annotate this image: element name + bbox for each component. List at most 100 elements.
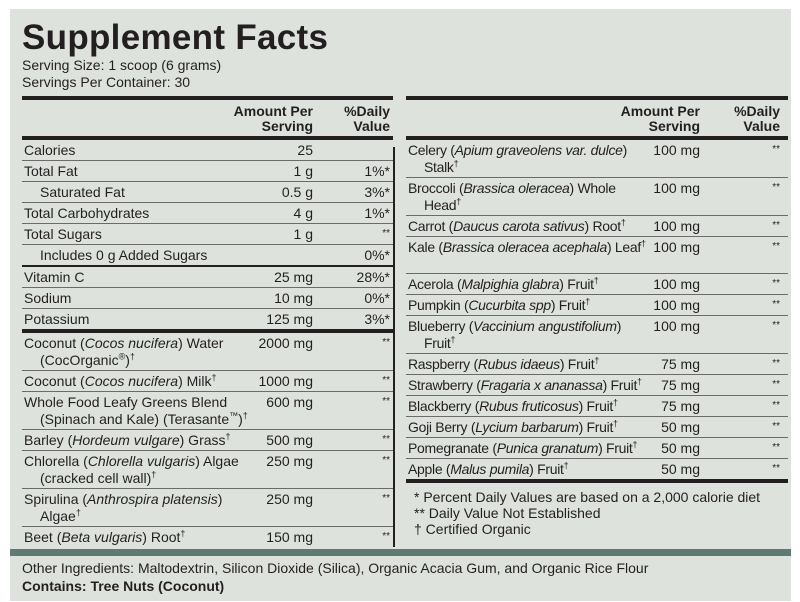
- name-part: Barley (: [24, 432, 73, 448]
- name-part: ) Fruit: [578, 419, 614, 435]
- organic-mark: †: [211, 372, 217, 383]
- name-part: Total Carbohydrates: [24, 205, 150, 221]
- name-part: ) Stalk: [424, 142, 628, 175]
- name-text: Pomegranate (Punica granatum) Fruit†: [408, 440, 652, 457]
- ingredient-name: Blackberry (Rubus fruticosus) Fruit†: [406, 396, 652, 416]
- amount: 100 mg: [653, 142, 700, 158]
- daily-value-header: %Daily Value: [344, 103, 390, 134]
- table-row: Coconut (Cocos nucifera) Water (CocOrgan…: [22, 329, 393, 370]
- divider: [406, 96, 788, 100]
- latin-name: Malus pumila: [450, 461, 530, 477]
- ingredient-name: Total Carbohydrates: [22, 203, 253, 223]
- organic-mark: †: [613, 397, 618, 408]
- column-divider: [393, 147, 395, 547]
- name-part: Calories: [24, 142, 76, 158]
- amount: 1000 mg: [258, 373, 313, 389]
- name-part: Coconut (: [24, 335, 85, 351]
- name-part: Coconut (: [24, 373, 85, 389]
- name-part: ): [125, 352, 130, 368]
- amount: [253, 245, 313, 247]
- name-text: Beet (Beta vulgaris) Root†: [24, 529, 253, 546]
- serving-size: Serving Size: 1 scoop (6 grams): [22, 57, 222, 73]
- daily-value-header: %Daily Value: [734, 103, 780, 134]
- amount: 75 mg: [661, 377, 700, 393]
- table-row: Goji Berry (Lycium barbarum) Fruit† 50 mg…: [406, 416, 788, 437]
- footnote: ** Daily Value Not Established: [414, 505, 601, 521]
- name-part: ) Fruit: [559, 276, 594, 292]
- organic-mark: †: [180, 528, 186, 539]
- name-part: ) Root: [142, 529, 181, 545]
- latin-name: Apium graveolens var. dulce: [454, 142, 623, 158]
- table-row: Chlorella (Chlorella vulgaris) Algae (cr…: [22, 450, 393, 488]
- table-row: Blackberry (Rubus fruticosus) Fruit† 75 m…: [406, 395, 788, 416]
- daily-value: **: [382, 455, 390, 466]
- table-row: Saturated Fat 0.5 g 3%*: [22, 181, 393, 202]
- amount: 25: [297, 142, 313, 158]
- name-part: Spirulina (: [24, 491, 88, 507]
- ingredient-name: Includes 0 g Added Sugars: [22, 245, 253, 265]
- name-text: Total Sugars: [24, 226, 253, 243]
- table-row: Whole Food Leafy Greens Blend (Spinach a…: [22, 391, 393, 429]
- latin-name: Hordeum vulgare: [72, 432, 180, 448]
- nutrient-list: Calories 25 Total Fat 1 g 1%* Saturated Fat 0.…: [22, 140, 393, 547]
- divider: [22, 96, 393, 100]
- name-text: Barley (Hordeum vulgare) Grass†: [24, 432, 253, 449]
- daily-value: 0%*: [364, 247, 390, 263]
- latin-name: Brassica oleracea: [463, 180, 570, 196]
- table-row: Pumpkin (Cucurbita spp) Fruit† 100 mg **: [406, 294, 788, 315]
- name-text: Blueberry (Vaccinium angustifolium) Frui…: [408, 318, 652, 352]
- ingredient-name: Beet (Beta vulgaris) Root†: [22, 527, 253, 547]
- ingredient-name: Coconut (Cocos nucifera) Water (CocOrgan…: [22, 333, 253, 370]
- amount: 50 mg: [661, 461, 700, 477]
- other-ingredients: Other Ingredients: Maltodextrin, Silicon…: [22, 560, 649, 576]
- footnote: * Percent Daily Values are based on a 2,…: [414, 489, 761, 505]
- organic-mark: †: [456, 196, 461, 207]
- name-text: Pumpkin (Cucurbita spp) Fruit†: [408, 297, 652, 314]
- name-part: Broccoli (: [408, 180, 464, 196]
- daily-value: **: [382, 493, 390, 504]
- name-text: Goji Berry (Lycium barbarum) Fruit†: [408, 419, 652, 436]
- daily-value: **: [772, 278, 780, 289]
- ingredient-name: Kale (Brassica oleracea acephala) Leaf†: [406, 237, 652, 257]
- name-part: ) Milk: [178, 373, 212, 389]
- amount: 100 mg: [653, 239, 700, 255]
- daily-value: **: [772, 400, 780, 411]
- amount: 100 mg: [653, 318, 700, 334]
- amount: 100 mg: [653, 297, 700, 313]
- daily-value: **: [382, 375, 390, 386]
- amount: 500 mg: [266, 432, 313, 448]
- table-row: Total Fat 1 g 1%*: [22, 160, 393, 181]
- organic-mark: †: [563, 460, 569, 471]
- daily-value: **: [772, 144, 780, 155]
- ingredient-name: Vitamin C: [22, 267, 253, 287]
- name-text: Acerola (Malpighia glabra) Fruit†: [408, 276, 652, 293]
- name-part: ) Fruit: [424, 318, 622, 351]
- footnotes: * Percent Daily Values are based on a 2,…: [406, 483, 788, 537]
- organic-mark: †: [613, 418, 618, 429]
- amount: 2000 mg: [258, 335, 313, 351]
- name-text: Total Carbohydrates: [24, 205, 253, 222]
- table-row: Spirulina (Anthrospira platensis) Algae†…: [22, 488, 393, 526]
- table-row: Carrot (Daucus carota sativus) Root† 100 …: [406, 215, 788, 236]
- footnote: † Certified Organic: [414, 521, 531, 537]
- amount: 75 mg: [661, 398, 700, 414]
- ingredient-name: Calories: [22, 140, 253, 160]
- name-part: ) Algae (cracked cell wall): [40, 453, 239, 486]
- table-row: Total Sugars 1 g **: [22, 223, 393, 244]
- latin-name: Brassica oleracea acephala: [442, 239, 608, 255]
- ingredient-name: Apple (Malus pumila) Fruit†: [406, 459, 652, 479]
- daily-value: **: [772, 379, 780, 390]
- ingredient-name: Pomegranate (Punica granatum) Fruit†: [406, 438, 652, 458]
- name-part: Potassium: [24, 311, 90, 327]
- organic-mark: †: [129, 351, 135, 362]
- daily-value: [313, 140, 393, 142]
- organic-mark: †: [593, 275, 599, 286]
- latin-name: Rubus idaeus: [477, 356, 560, 372]
- daily-value: **: [772, 421, 780, 432]
- amount: 1 g: [293, 163, 313, 179]
- daily-value: **: [772, 442, 780, 453]
- ingredient-name: Coconut (Cocos nucifera) Milk†: [22, 371, 253, 391]
- latin-name: Daucus carota sativus: [453, 218, 585, 234]
- daily-value: **: [772, 463, 780, 474]
- organic-mark: †: [585, 296, 590, 307]
